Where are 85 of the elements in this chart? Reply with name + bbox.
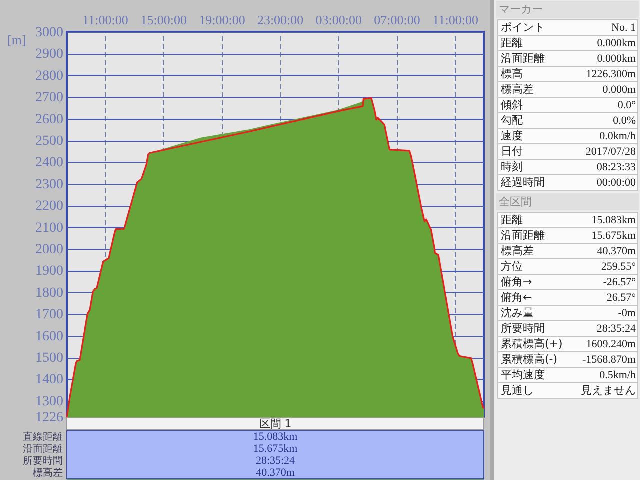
x-tick-label: 11:00:00	[82, 12, 128, 28]
category-label: 沈み量	[501, 306, 534, 320]
text: 1226.300m	[586, 68, 636, 80]
y-tick-label: 1400	[36, 372, 64, 388]
category-label: 距離	[501, 36, 523, 50]
y-tick-label: 2700	[36, 90, 64, 106]
category-label: 沿面距離	[501, 229, 545, 242]
y-tick-label: 2300	[36, 177, 64, 192]
x-tick-label: 03:00:00	[316, 12, 362, 28]
text: 00:00:00	[596, 177, 636, 189]
category-label: 累積標高(-)	[501, 353, 558, 366]
text: 0.000km	[597, 53, 636, 65]
category-label: 見通し	[501, 384, 534, 397]
category-label: 標高差	[501, 83, 534, 96]
text: 1609.240m	[586, 338, 636, 350]
text: 15.675km	[253, 443, 298, 455]
x-tick-label: 07:00:00	[374, 12, 420, 28]
text: No. 1	[612, 22, 636, 34]
y-tick-label: 2400	[36, 156, 64, 171]
category-label: 経過時間	[500, 176, 545, 189]
text: 区間 1	[259, 418, 292, 430]
category-label: 所要時間	[23, 455, 63, 467]
text: 0.0km/h	[600, 130, 636, 142]
text: 15.675km	[592, 230, 636, 242]
y-tick-label: 2500	[36, 134, 64, 150]
text: 40.370m	[597, 246, 636, 258]
category-label: 傾斜	[501, 98, 523, 112]
y-tick-label: 2900	[36, 47, 64, 62]
x-tick-label: 11:00:00	[432, 12, 478, 28]
y-tick-label: 2200	[36, 199, 64, 214]
y-tick-label: 1700	[36, 308, 64, 323]
text: 2017/07/28	[586, 146, 636, 158]
x-tick-label: 23:00:00	[257, 12, 304, 28]
category-label: 俯角→	[501, 276, 532, 288]
category-label: 速度	[501, 130, 523, 142]
y-tick-label: 1226	[36, 410, 64, 426]
x-tick-label: 15:00:00	[140, 12, 187, 28]
text: 40.370m	[256, 467, 295, 479]
text: 0.5km/h	[600, 370, 636, 382]
text: 08:23:33	[596, 162, 636, 174]
category-label: 所要時間	[501, 322, 545, 335]
text: -0m	[618, 308, 636, 320]
y-axis-title: [m]	[8, 32, 26, 48]
y-tick-label: 1600	[36, 329, 64, 344]
y-tick-label: 2800	[36, 68, 64, 84]
text: マーカー	[499, 3, 543, 16]
y-tick-label: 3000	[36, 26, 64, 40]
x-tick-label: 19:00:00	[199, 12, 246, 28]
category-label: 時刻	[501, 160, 523, 174]
y-tick-label: 2000	[36, 242, 64, 258]
y-tick-label: 2600	[36, 112, 64, 128]
text: 15.083km	[253, 431, 298, 443]
category-label: 平均速度	[501, 368, 545, 382]
category-label: 累積標高(+)	[501, 338, 563, 350]
line-series	[66, 97, 485, 418]
text: 0.000m	[602, 84, 636, 96]
category-label: 沿面距離	[501, 52, 545, 65]
text: 26.57°	[606, 292, 636, 304]
category-label: 方位	[501, 260, 523, 273]
y-tick-label: 1300	[36, 394, 64, 410]
text: 全区間	[499, 196, 532, 208]
category-label: 標高差	[501, 244, 534, 258]
text: 0.0%	[613, 115, 636, 127]
category-label: 俯角←	[501, 291, 532, 304]
category-label: 勾配	[501, 114, 523, 127]
text: 28:35:24	[256, 455, 296, 467]
text: -1568.870m	[582, 354, 636, 366]
y-tick-label: 1800	[36, 286, 64, 301]
text: 見えません	[581, 385, 636, 397]
category-label: ポイント	[501, 21, 545, 34]
text: -26.57°	[603, 276, 636, 288]
y-tick-label: 2100	[36, 220, 64, 236]
y-tick-label: 1500	[36, 351, 64, 366]
category-label: 沿面距離	[23, 443, 63, 455]
category-label: 日付	[501, 145, 523, 158]
y-tick-label: 1900	[36, 264, 64, 280]
text: 28:35:24	[596, 323, 636, 335]
text: 15.083km	[592, 214, 636, 226]
text: 259.55°	[601, 261, 636, 273]
category-label: 標高	[501, 68, 523, 80]
category-label: 距離	[501, 214, 523, 226]
text: 0.0°	[618, 100, 636, 112]
text: 0.000km	[597, 38, 636, 50]
category-label: 標高差	[33, 467, 63, 479]
category-label: 直線距離	[23, 431, 63, 443]
